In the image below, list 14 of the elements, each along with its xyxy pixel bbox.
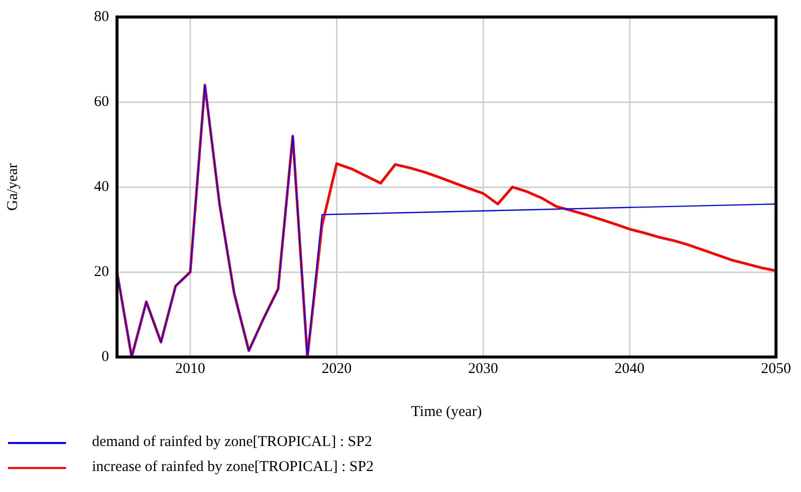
y-tick-label: 20 — [94, 264, 109, 280]
x-tick-label: 2050 — [761, 360, 791, 377]
legend-label: increase of rainfed by zone[TROPICAL] : SP2 — [92, 459, 374, 476]
y-tick-label: 40 — [94, 178, 109, 195]
y-tick-label: 80 — [94, 8, 109, 25]
y-tick-label: 60 — [94, 94, 109, 110]
x-tick-label: 2030 — [468, 360, 498, 377]
y-tick-label: 0 — [102, 348, 109, 365]
x-tick-label: 2040 — [614, 360, 645, 377]
legend-label: demand of rainfed by zone[TROPICAL] : SP2 — [92, 434, 372, 451]
x-axis-title: Time (year) — [411, 404, 482, 420]
y-axis-title: Ga/year — [4, 163, 21, 211]
x-tick-label: 2010 — [175, 360, 206, 377]
x-tick-label: 2020 — [322, 360, 352, 377]
